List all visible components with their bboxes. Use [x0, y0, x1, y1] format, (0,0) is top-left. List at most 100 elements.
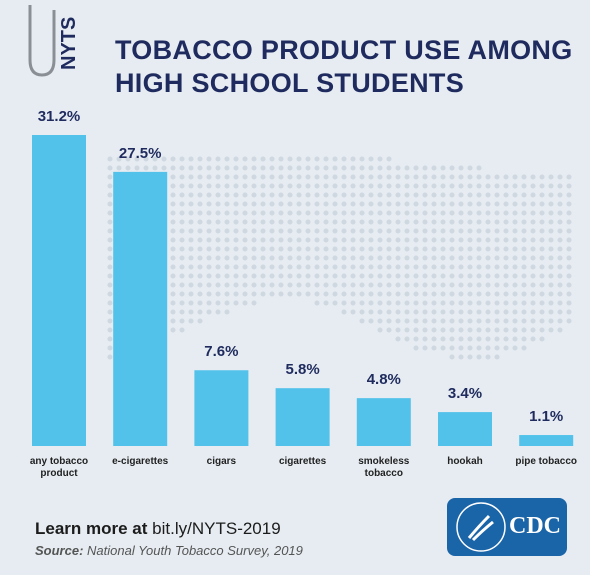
- map-dot: [440, 255, 446, 261]
- map-dot: [251, 201, 257, 207]
- map-dot: [143, 156, 149, 162]
- map-dot: [197, 291, 203, 297]
- map-dot: [440, 165, 446, 171]
- map-dot: [467, 291, 473, 297]
- map-dot: [503, 318, 509, 324]
- map-dot: [440, 219, 446, 225]
- map-dot: [251, 183, 257, 189]
- map-dot: [386, 309, 392, 315]
- map-dot: [269, 183, 275, 189]
- map-dot: [548, 300, 554, 306]
- map-dot: [440, 309, 446, 315]
- map-dot: [503, 246, 509, 252]
- map-dot: [503, 282, 509, 288]
- map-dot: [530, 327, 536, 333]
- category-label: smokeless tobacco: [358, 456, 410, 479]
- map-dot: [404, 219, 410, 225]
- map-dot: [476, 165, 482, 171]
- map-dot: [467, 318, 473, 324]
- map-dot: [521, 192, 527, 198]
- map-dot: [368, 282, 374, 288]
- map-dot: [449, 165, 455, 171]
- map-dot: [494, 282, 500, 288]
- map-dot: [512, 219, 518, 225]
- map-dot: [413, 318, 419, 324]
- map-dot: [512, 336, 518, 342]
- map-dot: [269, 273, 275, 279]
- map-dot: [107, 255, 113, 261]
- map-dot: [530, 192, 536, 198]
- map-dot: [206, 174, 212, 180]
- map-dot: [251, 192, 257, 198]
- map-dot: [467, 201, 473, 207]
- map-dot: [431, 327, 437, 333]
- map-dot: [269, 282, 275, 288]
- map-dot: [332, 300, 338, 306]
- map-dot: [170, 318, 176, 324]
- link[interactable]: bit.ly/NYTS-2019: [152, 519, 281, 538]
- map-dot: [449, 291, 455, 297]
- map-dot: [449, 237, 455, 243]
- map-dot: [548, 246, 554, 252]
- map-dot: [224, 165, 230, 171]
- map-dot: [179, 201, 185, 207]
- map-dot: [530, 336, 536, 342]
- map-dot: [278, 264, 284, 270]
- map-dot: [260, 192, 266, 198]
- map-dot: [404, 264, 410, 270]
- map-dot: [503, 336, 509, 342]
- map-dot: [233, 192, 239, 198]
- map-dot: [431, 291, 437, 297]
- map-dot: [224, 228, 230, 234]
- map-dot: [170, 156, 176, 162]
- map-dot: [242, 246, 248, 252]
- map-dot: [413, 273, 419, 279]
- map-dot: [494, 246, 500, 252]
- map-dot: [476, 219, 482, 225]
- map-dot: [305, 228, 311, 234]
- map-dot: [260, 201, 266, 207]
- map-dot: [314, 246, 320, 252]
- map-dot: [215, 273, 221, 279]
- map-dot: [512, 318, 518, 324]
- map-dot: [566, 192, 572, 198]
- map-dot: [431, 300, 437, 306]
- map-dot: [521, 336, 527, 342]
- map-dot: [521, 228, 527, 234]
- map-dot: [467, 183, 473, 189]
- map-dot: [179, 228, 185, 234]
- map-dot: [512, 282, 518, 288]
- map-dot: [332, 246, 338, 252]
- map-dot: [197, 318, 203, 324]
- map-dot: [206, 300, 212, 306]
- map-dot: [467, 273, 473, 279]
- map-dot: [485, 273, 491, 279]
- map-dot: [377, 183, 383, 189]
- map-dot: [557, 282, 563, 288]
- map-dot: [377, 237, 383, 243]
- map-dot: [431, 273, 437, 279]
- map-dot: [566, 255, 572, 261]
- map-dot: [269, 219, 275, 225]
- map-dot: [134, 156, 140, 162]
- map-dot: [314, 291, 320, 297]
- map-dot: [458, 201, 464, 207]
- map-dot: [485, 318, 491, 324]
- map-dot: [341, 219, 347, 225]
- map-dot: [566, 174, 572, 180]
- map-dot: [260, 228, 266, 234]
- map-dot: [368, 318, 374, 324]
- map-dot: [296, 192, 302, 198]
- map-dot: [305, 174, 311, 180]
- map-dot: [107, 210, 113, 216]
- map-dot: [377, 300, 383, 306]
- map-dot: [233, 210, 239, 216]
- map-dot: [341, 264, 347, 270]
- map-dot: [107, 318, 113, 324]
- map-dot: [179, 327, 185, 333]
- map-dot: [458, 300, 464, 306]
- map-dot: [377, 273, 383, 279]
- map-dot: [287, 255, 293, 261]
- map-dot: [215, 183, 221, 189]
- map-dot: [341, 201, 347, 207]
